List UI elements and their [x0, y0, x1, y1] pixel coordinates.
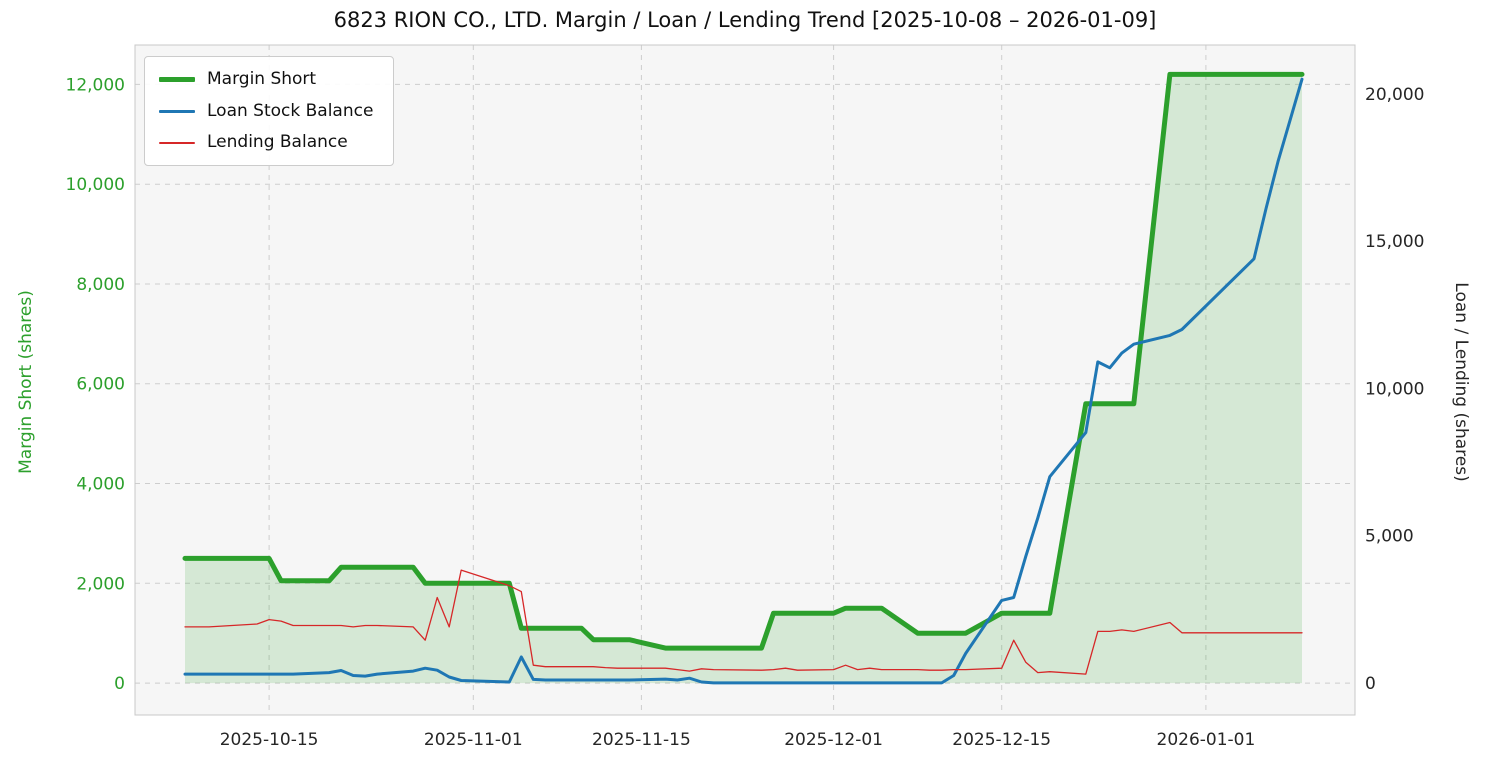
margin-short-line-swatch	[159, 76, 195, 82]
x-tick-label: 2025-12-01	[784, 730, 883, 750]
left-tick-label: 2,000	[76, 574, 125, 594]
loan-stock-balance-line	[183, 77, 1304, 685]
left-tick-label: 4,000	[76, 475, 125, 495]
plot-border	[134, 44, 1356, 716]
chart-title: 6823 RION CO., LTD. Margin / Loan / Lend…	[333, 8, 1157, 32]
legend-label-loan-stock-balance: Loan Stock Balance	[207, 100, 374, 121]
left-tick-label: 10,000	[66, 175, 125, 195]
legend-label-lending-balance: Lending Balance	[207, 132, 348, 153]
right-axis-label: Loan / Lending (shares)	[1451, 282, 1471, 482]
right-tick-label: 20,000	[1365, 85, 1424, 105]
x-tick-label: 2026-01-01	[1157, 730, 1256, 750]
left-tick-label: 6,000	[76, 375, 125, 395]
right-tick-label: 15,000	[1365, 232, 1424, 252]
legend: Margin Short Loan Stock Balance Lending …	[144, 56, 395, 167]
margin-short-line	[182, 71, 1305, 651]
legend-item-loan-stock-balance: Loan Stock Balance	[159, 100, 374, 121]
legend-item-lending-balance: Lending Balance	[159, 133, 373, 152]
x-tick-label: 2025-11-01	[424, 730, 523, 750]
left-axis-label: Margin Short (shares)	[16, 290, 36, 474]
x-tick-label: 2025-11-15	[592, 730, 691, 750]
left-tick-label: 0	[114, 674, 125, 694]
legend-label-margin-short: Margin Short	[207, 69, 317, 89]
x-tick-label: 2025-10-15	[220, 730, 319, 750]
x-tick-label: 2025-12-15	[952, 730, 1051, 750]
margin-short-area	[185, 74, 1302, 684]
left-tick-label: 8,000	[76, 275, 125, 295]
right-tick-label: 5,000	[1365, 527, 1414, 547]
right-tick-label: 0	[1365, 674, 1376, 694]
left-tick-label: 12,000	[66, 75, 125, 95]
loan-stock-balance-line-swatch	[159, 109, 195, 113]
lending-balance-line	[184, 569, 1303, 675]
right-tick-label: 10,000	[1365, 379, 1424, 399]
lending-balance-line-swatch	[159, 141, 195, 144]
legend-item-margin-short: Margin Short	[159, 70, 373, 89]
